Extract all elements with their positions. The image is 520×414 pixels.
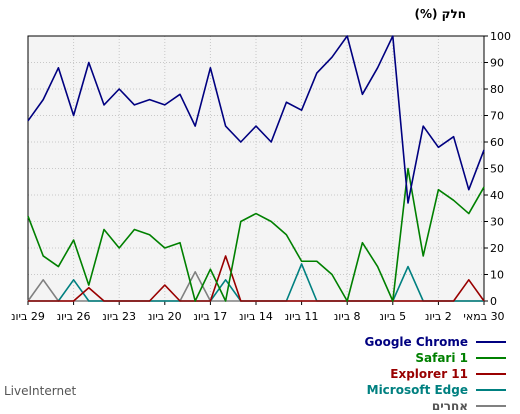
y-tick-label: 90 xyxy=(490,57,504,70)
y-tick-label: 10 xyxy=(490,269,504,282)
y-tick-label: 40 xyxy=(490,189,504,202)
x-tick-label: 29 ביונ xyxy=(11,310,45,323)
browser-share-chart: 0 10 20 30 40 50 60 70 80 90 100 29 ביונ 26 ביונ 23 … xyxy=(11,7,511,323)
x-tick-label: 14 ביונ xyxy=(239,310,273,323)
y-tick-label: 60 xyxy=(490,136,504,149)
y-tick-label: 70 xyxy=(490,110,504,123)
series-line xyxy=(28,255,485,302)
y-axis-label: חלק (%) xyxy=(414,7,466,21)
x-tick-label: 5 ביונ xyxy=(379,310,406,323)
x-tick-label: 20 ביונ xyxy=(148,310,182,323)
grid xyxy=(28,36,484,301)
x-axis: 29 ביונ 26 ביונ 23 ביונ 20 ביונ 17 ביונ 14 בי… xyxy=(11,301,505,323)
x-tick-label: 11 ביונ xyxy=(285,310,319,323)
y-tick-label: 0 xyxy=(490,295,497,308)
series-line xyxy=(27,35,485,204)
y-tick-label: 20 xyxy=(490,242,504,255)
y-axis: 0 10 20 30 40 50 60 70 80 90 100 xyxy=(484,30,511,308)
x-tick-label: 8 ביונ xyxy=(334,310,361,323)
legend-swatch xyxy=(476,405,506,407)
x-tick-label: 23 ביונ xyxy=(102,310,136,323)
chart-canvas: 0 10 20 30 40 50 60 70 80 90 100 29 ביונ 26 ביונ 23 … xyxy=(11,7,511,323)
x-tick-label: 2 ביונ xyxy=(425,310,452,323)
x-tick-label: 30 במאי xyxy=(463,310,504,323)
series-line xyxy=(27,167,485,302)
series-lines xyxy=(27,35,485,302)
source-footer: LiveInternet xyxy=(4,384,77,398)
y-tick-label: 30 xyxy=(490,216,504,229)
y-tick-label: 100 xyxy=(490,30,511,43)
x-tick-label: 17 ביונ xyxy=(194,310,228,323)
x-tick-label: 26 ביונ xyxy=(57,310,91,323)
y-tick-label: 50 xyxy=(490,163,504,176)
y-tick-label: 80 xyxy=(490,83,504,96)
